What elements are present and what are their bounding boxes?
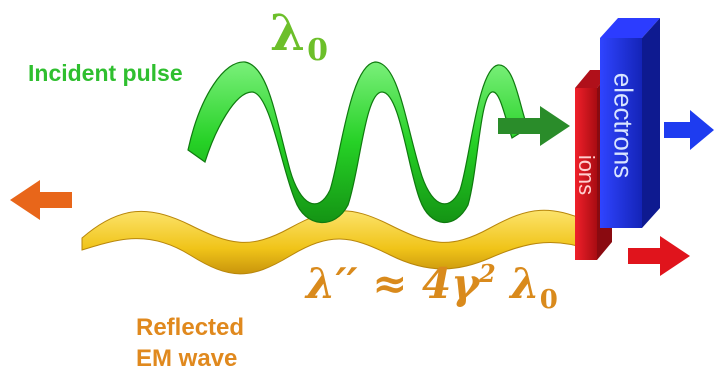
- lambda0-symbol: λ: [270, 3, 306, 62]
- formula-lambda: λ: [495, 259, 540, 308]
- reflected-label-line2: EM wave: [136, 345, 238, 373]
- formula-subscript: 0: [539, 285, 558, 315]
- reflected-wavelength-formula: λ′′ ≈ 4γ2 λ0: [306, 262, 558, 314]
- reflected-direction-arrow: [10, 180, 72, 220]
- electrons-direction-arrow: [664, 110, 714, 150]
- incident-wave: [187, 61, 529, 223]
- electrons-block: [600, 18, 660, 228]
- reflected-wave-label: Reflected EM wave: [136, 312, 244, 374]
- electrons-label: electrons: [608, 72, 639, 179]
- ions-direction-arrow: [628, 236, 690, 276]
- lambda0-label: λ0: [270, 8, 328, 66]
- formula-lhs: λ′′ ≈ 4γ: [306, 259, 479, 308]
- reflected-label-line1: Reflected: [136, 314, 245, 341]
- incident-direction-arrow: [498, 106, 570, 146]
- incident-pulse-label: Incident pulse: [28, 60, 183, 86]
- ions-label: ions: [574, 154, 599, 196]
- formula-superscript: 2: [478, 259, 496, 288]
- lambda0-subscript: 0: [307, 33, 328, 68]
